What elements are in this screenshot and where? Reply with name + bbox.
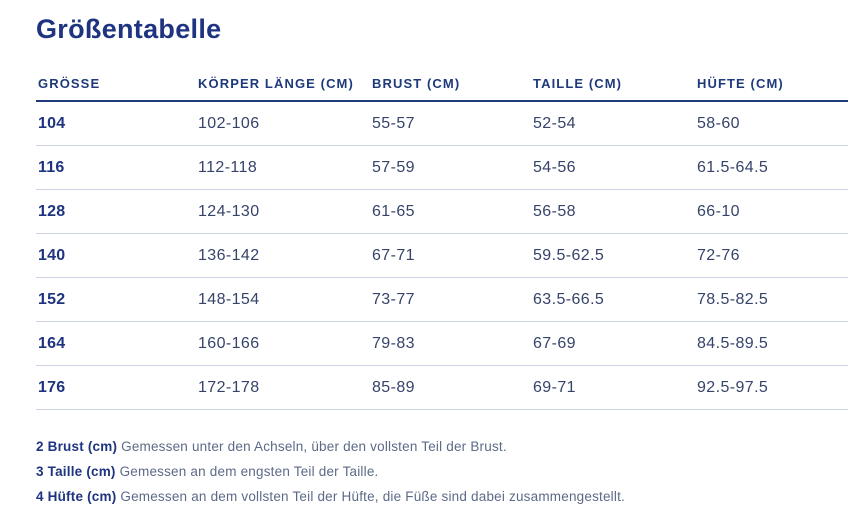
measurement-cell: 172-178 bbox=[196, 365, 370, 410]
size-cell: 164 bbox=[36, 321, 196, 366]
column-header-brust: BRUST (CM) bbox=[370, 76, 531, 102]
footnote-huefte-text: Gemessen an dem vollsten Teil der Hüfte,… bbox=[120, 489, 625, 504]
measurement-cell: 56-58 bbox=[531, 189, 695, 234]
measurement-cell: 61-65 bbox=[370, 189, 531, 234]
size-cell: 176 bbox=[36, 365, 196, 410]
measurement-cell: 79-83 bbox=[370, 321, 531, 366]
size-cell: 128 bbox=[36, 189, 196, 234]
column-header-koerper-laenge: KÖRPER LÄNGE (CM) bbox=[196, 76, 370, 102]
measurement-cell: 136-142 bbox=[196, 233, 370, 278]
table-row: 164 160-166 79-83 67-69 84.5-89.5 bbox=[36, 321, 848, 366]
measurement-cell: 124-130 bbox=[196, 189, 370, 234]
column-header-taille: TAILLE (CM) bbox=[531, 76, 695, 102]
table-header: GRÖSSE KÖRPER LÄNGE (CM) BRUST (CM) TAIL… bbox=[36, 76, 848, 102]
footnote-brust-label: 2 Brust (cm) bbox=[36, 439, 118, 454]
measurement-cell: 102-106 bbox=[196, 101, 370, 146]
footnote-brust-text: Gemessen unter den Achseln, über den vol… bbox=[121, 439, 507, 454]
measurement-cell: 148-154 bbox=[196, 277, 370, 322]
measurement-cell: 69-71 bbox=[531, 365, 695, 410]
footnote-taille-text: Gemessen an dem engsten Teil der Taille. bbox=[119, 464, 379, 479]
measurement-cell: 52-54 bbox=[531, 101, 695, 146]
table-row: 104 102-106 55-57 52-54 58-60 bbox=[36, 101, 848, 146]
measurement-cell: 84.5-89.5 bbox=[695, 321, 848, 366]
table-row: 176 172-178 85-89 69-71 92.5-97.5 bbox=[36, 365, 848, 410]
size-cell: 140 bbox=[36, 233, 196, 278]
footnote-brust: 2 Brust (cm) Gemessen unter den Achseln,… bbox=[36, 439, 848, 454]
table-row: 128 124-130 61-65 56-58 66-10 bbox=[36, 189, 848, 234]
size-cell: 152 bbox=[36, 277, 196, 322]
footnote-huefte: 4 Hüfte (cm) Gemessen an dem vollsten Te… bbox=[36, 489, 848, 504]
measurement-cell: 160-166 bbox=[196, 321, 370, 366]
footnote-taille-label: 3 Taille (cm) bbox=[36, 464, 116, 479]
page-title: Größentabelle bbox=[36, 14, 222, 44]
measurement-cell: 72-76 bbox=[695, 233, 848, 278]
measurement-cell: 58-60 bbox=[695, 101, 848, 146]
measurement-cell: 67-69 bbox=[531, 321, 695, 366]
size-cell: 104 bbox=[36, 101, 196, 146]
table-body: 104 102-106 55-57 52-54 58-60 116 112-118 57-59… bbox=[36, 101, 848, 410]
footnote-huefte-label: 4 Hüfte (cm) bbox=[36, 489, 117, 504]
measurement-cell: 57-59 bbox=[370, 145, 531, 190]
measurement-cell: 85-89 bbox=[370, 365, 531, 410]
measurement-cell: 61.5-64.5 bbox=[695, 145, 848, 190]
footnotes: 2 Brust (cm) Gemessen unter den Achseln,… bbox=[36, 439, 848, 504]
table-row: 140 136-142 67-71 59.5-62.5 72-76 bbox=[36, 233, 848, 278]
measurement-cell: 63.5-66.5 bbox=[531, 277, 695, 322]
table-row: 152 148-154 73-77 63.5-66.5 78.5-82.5 bbox=[36, 277, 848, 322]
measurement-cell: 92.5-97.5 bbox=[695, 365, 848, 410]
measurement-cell: 67-71 bbox=[370, 233, 531, 278]
table-row: 116 112-118 57-59 54-56 61.5-64.5 bbox=[36, 145, 848, 190]
column-header-huefte: HÜFTE (CM) bbox=[695, 76, 848, 102]
measurement-cell: 78.5-82.5 bbox=[695, 277, 848, 322]
size-cell: 116 bbox=[36, 145, 196, 190]
size-table: GRÖSSE KÖRPER LÄNGE (CM) BRUST (CM) TAIL… bbox=[36, 76, 848, 410]
measurement-cell: 59.5-62.5 bbox=[531, 233, 695, 278]
measurement-cell: 73-77 bbox=[370, 277, 531, 322]
table-header-row: GRÖSSE KÖRPER LÄNGE (CM) BRUST (CM) TAIL… bbox=[36, 76, 848, 102]
measurement-cell: 55-57 bbox=[370, 101, 531, 146]
column-header-groesse: GRÖSSE bbox=[36, 76, 196, 102]
footnote-taille: 3 Taille (cm) Gemessen an dem engsten Te… bbox=[36, 464, 848, 479]
measurement-cell: 66-10 bbox=[695, 189, 848, 234]
measurement-cell: 54-56 bbox=[531, 145, 695, 190]
measurement-cell: 112-118 bbox=[196, 145, 370, 190]
